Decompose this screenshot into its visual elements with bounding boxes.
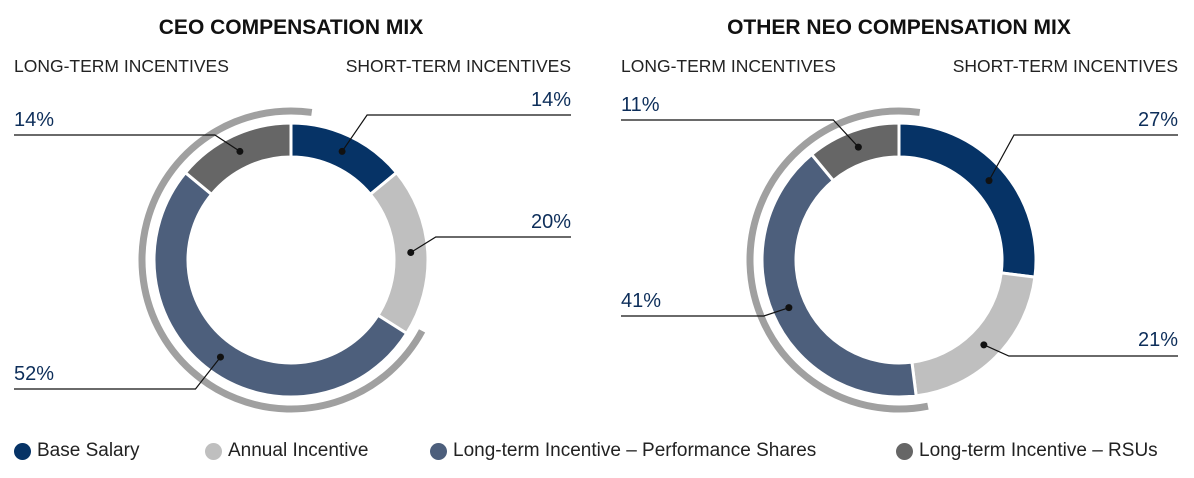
data-label-annual-incentive: 21% — [1138, 329, 1178, 351]
slice-long-term-incentive-performance-shares — [760, 152, 918, 399]
short-term-group-label: SHORT-TERM INCENTIVES — [346, 56, 571, 76]
data-label-long-term-incentive-rsus: 11% — [621, 94, 660, 116]
legend-swatch-lti-performance-shares — [430, 442, 447, 460]
callout-dot-long-term-incentive-performance-shares — [216, 353, 224, 361]
slice-long-term-incentive-rsus — [809, 121, 901, 183]
slice-base-salary — [897, 121, 1038, 279]
legend-swatch-base-salary — [14, 442, 31, 460]
callout-dot-annual-incentive — [980, 341, 988, 349]
callout-line-long-term-incentive-performance-shares — [621, 307, 790, 317]
legend-label-lti-performance-shares: Long-term Incentive – Performance Shares — [453, 440, 817, 461]
legend-swatch-annual-incentive — [205, 442, 222, 460]
short-term-group-label: SHORT-TERM INCENTIVES — [953, 56, 1178, 76]
data-label-long-term-incentive-rsus: 14% — [14, 109, 54, 131]
legend-label-base-salary: Base Salary — [37, 440, 140, 461]
legend-item-lti-rsus: Long-term Incentive – RSUs — [896, 440, 1158, 462]
callout-line-annual-incentive — [410, 236, 571, 253]
slice-annual-incentive — [910, 271, 1037, 398]
chart-other-neo: OTHER NEO COMPENSATION MIX LONG-TERM INCE… — [621, 16, 1178, 413]
callout-dot-long-term-incentive-performance-shares — [785, 304, 793, 312]
long-term-group-label: LONG-TERM INCENTIVES — [621, 56, 836, 76]
callout-dot-long-term-incentive-rsus — [236, 147, 244, 155]
callout-dot-base-salary — [985, 177, 993, 185]
data-label-long-term-incentive-performance-shares: 41% — [621, 290, 661, 312]
callout-line-long-term-incentive-rsus — [621, 119, 859, 148]
long-term-group-label: LONG-TERM INCENTIVES — [14, 56, 229, 76]
callout-line-long-term-incentive-performance-shares — [14, 356, 221, 390]
long-term-bracket — [138, 107, 426, 413]
data-label-base-salary: 27% — [1138, 109, 1178, 131]
data-label-annual-incentive: 20% — [531, 211, 571, 233]
long-term-bracket — [746, 107, 929, 413]
chart-title: OTHER NEO COMPENSATION MIX — [727, 16, 1071, 39]
data-label-base-salary: 14% — [531, 89, 571, 111]
legend-label-lti-rsus: Long-term Incentive – RSUs — [919, 440, 1158, 461]
chart-title: CEO COMPENSATION MIX — [159, 16, 423, 39]
slice-base-salary — [289, 121, 399, 197]
callout-dot-long-term-incentive-rsus — [854, 143, 862, 151]
slice-annual-incentive — [368, 170, 430, 336]
legend: Base Salary Annual Incentive Long-term I… — [0, 436, 1194, 472]
slice-long-term-incentive-performance-shares — [152, 170, 409, 399]
slice-long-term-incentive-rsus — [183, 121, 293, 197]
chart-ceo: CEO COMPENSATION MIX LONG-TERM INCENTIVES… — [14, 16, 571, 413]
data-label-long-term-incentive-performance-shares: 52% — [14, 363, 54, 385]
callout-line-long-term-incentive-rsus — [14, 134, 241, 152]
legend-item-lti-performance-shares: Long-term Incentive – Performance Shares — [430, 440, 816, 462]
callout-line-base-salary — [341, 114, 571, 152]
callout-line-base-salary — [988, 134, 1178, 181]
legend-item-annual-incentive: Annual Incentive — [205, 440, 369, 462]
callout-line-annual-incentive — [983, 344, 1178, 357]
legend-label-annual-incentive: Annual Incentive — [228, 440, 369, 461]
callout-dot-base-salary — [338, 147, 346, 155]
legend-swatch-lti-rsus — [896, 442, 913, 460]
legend-item-base-salary: Base Salary — [14, 440, 139, 462]
callout-dot-annual-incentive — [407, 248, 415, 256]
